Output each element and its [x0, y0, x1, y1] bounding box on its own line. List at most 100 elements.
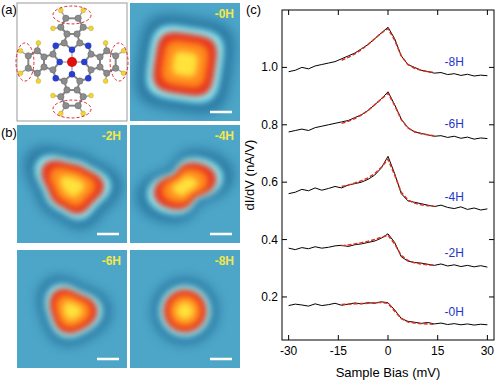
topography-layer [49, 167, 95, 207]
topography-layer [153, 32, 217, 96]
molecule [16, 6, 128, 118]
panel-label: (a) [1, 2, 17, 17]
topography-layer [151, 277, 218, 344]
carbon-atom [41, 54, 47, 60]
carbon-atom [25, 53, 31, 59]
hydrogen-atom [81, 111, 86, 116]
image-background [17, 125, 127, 243]
plot-area [289, 27, 488, 325]
carbon-atom [97, 64, 103, 70]
y-tick [489, 67, 494, 68]
metal-atom [67, 57, 77, 67]
carbon-atom [97, 54, 103, 60]
x-tick [437, 335, 438, 340]
image-label: -6H [102, 254, 121, 268]
topography-layer [159, 285, 211, 337]
spectrum-line [289, 156, 488, 210]
scale-bar [210, 111, 232, 114]
topography-layer [135, 14, 235, 114]
scale-bar [97, 358, 119, 361]
y-tick [489, 296, 494, 297]
nitrogen-atom [69, 71, 75, 77]
scale-bar [210, 358, 232, 361]
image-label: -2H [102, 129, 121, 143]
image-label: -4H [215, 129, 234, 143]
carbon-atom [75, 102, 81, 108]
scale-bar [97, 233, 119, 236]
image-background [130, 3, 240, 121]
x-tick [487, 10, 488, 15]
x-tick [388, 10, 389, 15]
x-tick-label: -15 [330, 344, 348, 358]
carbon-atom [112, 65, 118, 71]
panel-label: (b) [1, 125, 17, 140]
topography-layer [163, 289, 206, 332]
spectrum-line [289, 92, 488, 139]
fit-line [342, 302, 435, 324]
x-tick [487, 335, 488, 340]
y-tick [282, 124, 287, 125]
scale-bar [210, 233, 232, 236]
spectrum-line [289, 27, 488, 76]
x-tick [338, 10, 339, 15]
hydrogen-atom [89, 93, 94, 98]
highlight-ellipse [16, 43, 34, 81]
x-axis-title: Sample Bias (mV) [336, 365, 441, 380]
highlight-ellipse [110, 43, 128, 81]
carbon-atom [112, 53, 118, 59]
y-tick [282, 296, 287, 297]
carbon-atom [58, 94, 64, 100]
spectrum-line [289, 234, 488, 267]
carbon-atom [75, 15, 81, 21]
y-tick [489, 239, 494, 240]
topography-layer [63, 302, 82, 320]
carbon-atom [61, 40, 67, 46]
carbon-atom [88, 51, 94, 57]
spectrum-line [289, 302, 488, 325]
x-tick [288, 335, 289, 340]
series-label: -8H [445, 55, 464, 69]
series-label: -2H [445, 246, 464, 260]
stm-image [17, 250, 127, 368]
carbon-atom [34, 70, 40, 76]
fit-line [342, 29, 435, 73]
carbon-atom [34, 48, 40, 54]
hydrogen-atom [103, 79, 108, 84]
y-tick-label: 0.6 [261, 175, 278, 189]
carbon-atom [74, 87, 80, 93]
topography-layer [56, 294, 91, 327]
topography-layer [50, 288, 98, 333]
topography-layer [172, 51, 198, 77]
nitrogen-atom [69, 46, 75, 52]
topography-layer [24, 146, 122, 230]
y-tick-label: 0.4 [261, 233, 278, 247]
y-tick [282, 239, 287, 240]
hydrogen-atom [51, 93, 56, 98]
carbon-atom [64, 87, 70, 93]
hydrogen-atom [103, 41, 108, 46]
topography-layer [41, 160, 104, 214]
x-tick [288, 10, 289, 15]
image-label: -8H [215, 254, 234, 268]
carbon-atom [77, 40, 83, 46]
x-tick-label: 30 [481, 344, 495, 358]
x-tick [388, 335, 389, 340]
stm-image [130, 3, 240, 121]
y-tick [282, 182, 287, 183]
topography-layer [60, 176, 85, 198]
nitrogen-atom [53, 43, 59, 49]
topography-layer [172, 176, 197, 195]
nitrogen-atom [85, 43, 91, 49]
topography-layer [45, 284, 103, 338]
topography-layer [35, 155, 111, 220]
stm-image [130, 125, 240, 243]
image-label: -0H [215, 7, 234, 21]
carbon-atom [25, 65, 31, 71]
stm-image [130, 250, 240, 368]
y-tick [489, 124, 494, 125]
carbon-atom [77, 78, 83, 84]
image-background [130, 250, 240, 368]
plot-frame [282, 10, 494, 340]
carbon-atom [80, 94, 86, 100]
carbon-atom [58, 24, 64, 30]
